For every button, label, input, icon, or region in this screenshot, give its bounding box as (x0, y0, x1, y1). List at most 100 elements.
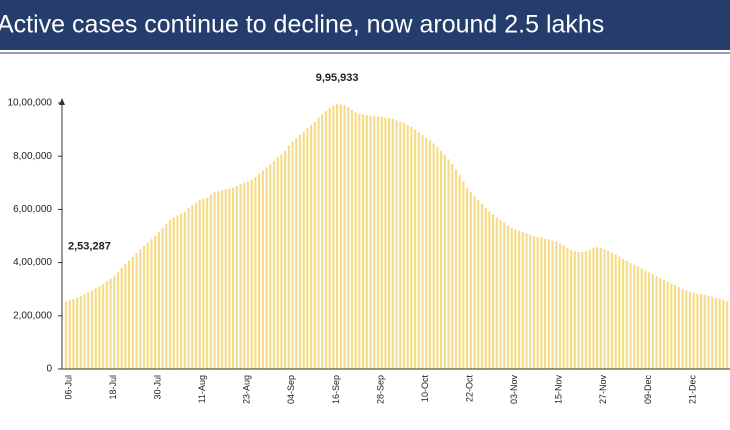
x-tick-label: 16-Sep (331, 375, 341, 404)
bar (402, 122, 406, 369)
y-tick-label: 4,00,000 (13, 257, 52, 268)
bar (673, 285, 677, 369)
bar (250, 179, 253, 369)
bar (321, 114, 324, 369)
title-banner (0, 0, 730, 50)
bar (243, 182, 246, 369)
bar (295, 138, 298, 369)
bar (116, 271, 120, 369)
bar (380, 116, 383, 369)
bar (692, 292, 695, 369)
data-label: 9,95,933 (316, 72, 359, 84)
bar (202, 198, 205, 369)
x-tick-label: 22-Oct (464, 375, 474, 403)
bar (707, 295, 710, 369)
bar (633, 264, 636, 369)
bar (191, 205, 194, 369)
bar (462, 181, 465, 369)
bar (562, 245, 565, 369)
bar (265, 167, 268, 369)
bar (109, 278, 112, 369)
bar (276, 157, 279, 369)
bar (599, 247, 602, 369)
bar (417, 132, 420, 369)
bar (592, 247, 595, 369)
bar (529, 234, 532, 369)
bar (180, 213, 183, 369)
bar (105, 281, 108, 369)
bar (570, 250, 573, 369)
bar (79, 295, 82, 369)
x-tick-label: 06-Jul (63, 375, 73, 400)
bar (714, 297, 718, 369)
bar (172, 217, 175, 369)
bar (499, 220, 502, 369)
x-tick-label: 23-Aug (242, 375, 252, 404)
bar (161, 228, 164, 369)
x-tick-label: 04-Sep (286, 375, 296, 404)
bar (722, 300, 725, 369)
bar (64, 301, 68, 369)
bar (258, 173, 261, 369)
bar (284, 150, 287, 369)
bar (414, 129, 417, 369)
bar (228, 188, 231, 369)
y-tick-label: 10,00,000 (8, 98, 53, 109)
bar (659, 277, 662, 369)
bar (447, 159, 450, 369)
bar (72, 299, 75, 369)
bar (477, 200, 480, 369)
x-tick-label: 27-Nov (598, 375, 608, 405)
bar (113, 275, 116, 369)
bar (647, 272, 651, 369)
bar (555, 241, 558, 369)
bar (425, 137, 428, 369)
bar (636, 266, 640, 369)
x-tick-label: 30-Jul (153, 375, 163, 400)
bar (168, 220, 172, 369)
bar (83, 294, 86, 369)
bar (362, 114, 365, 369)
bar (328, 107, 331, 370)
bar (625, 261, 628, 369)
bar (566, 247, 569, 369)
bar (68, 300, 71, 369)
bar (725, 301, 729, 369)
bar (451, 164, 454, 369)
bar (469, 192, 472, 369)
bar (696, 293, 699, 369)
bar (76, 297, 79, 369)
bar (699, 294, 703, 369)
bar (703, 295, 706, 369)
bar (432, 143, 435, 369)
bar (603, 249, 606, 369)
y-tick-label: 6,00,000 (13, 204, 52, 215)
bar (317, 117, 320, 369)
bar (354, 112, 357, 369)
bar (480, 204, 484, 369)
bar (102, 283, 105, 369)
bar (484, 208, 487, 369)
bar (525, 233, 528, 369)
bar (577, 251, 580, 369)
x-tick-label: 15-Nov (554, 375, 564, 405)
bar (551, 240, 554, 369)
bar (466, 188, 469, 369)
bar (406, 124, 409, 369)
bar (670, 283, 673, 369)
bar (376, 116, 380, 369)
bar (220, 190, 224, 369)
bar (544, 238, 547, 369)
bar (547, 239, 550, 369)
bar (510, 228, 513, 369)
bar (232, 187, 235, 369)
bar (677, 287, 680, 369)
x-tick-label: 18-Jul (108, 375, 118, 400)
bar (87, 292, 90, 369)
bar (224, 189, 227, 369)
bar (128, 260, 131, 369)
bar (521, 232, 524, 369)
bar (98, 286, 101, 369)
bar (395, 120, 398, 369)
bar (440, 150, 443, 369)
